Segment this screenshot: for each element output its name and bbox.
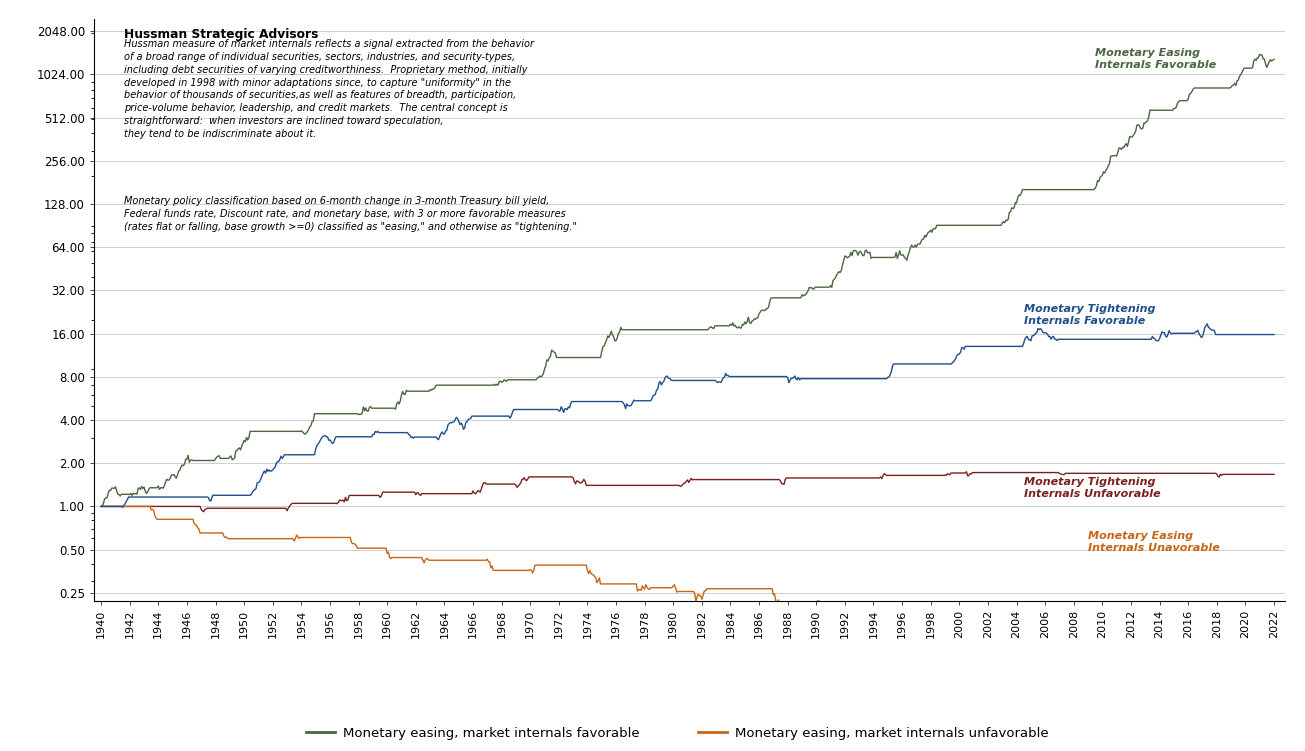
Text: Monetary policy classification based on 6-month change in 3-month Treasury bill : Monetary policy classification based on … (124, 196, 577, 232)
Legend: Monetary easing, market internals favorable, Monetary tightening, market interna: Monetary easing, market internals favora… (301, 722, 1078, 751)
Text: Hussman Strategic Advisors: Hussman Strategic Advisors (124, 28, 318, 41)
Text: Monetary Easing
Internals Unavorable: Monetary Easing Internals Unavorable (1088, 531, 1220, 553)
Text: Monetary Easing
Internals Favorable: Monetary Easing Internals Favorable (1095, 47, 1216, 70)
Text: Monetary Tightening
Internals Unfavorable: Monetary Tightening Internals Unfavorabl… (1023, 477, 1160, 499)
Text: Hussman measure of market internals reflects a signal extracted from the behavio: Hussman measure of market internals refl… (124, 39, 534, 139)
Text: Monetary Tightening
Internals Favorable: Monetary Tightening Internals Favorable (1023, 304, 1155, 326)
